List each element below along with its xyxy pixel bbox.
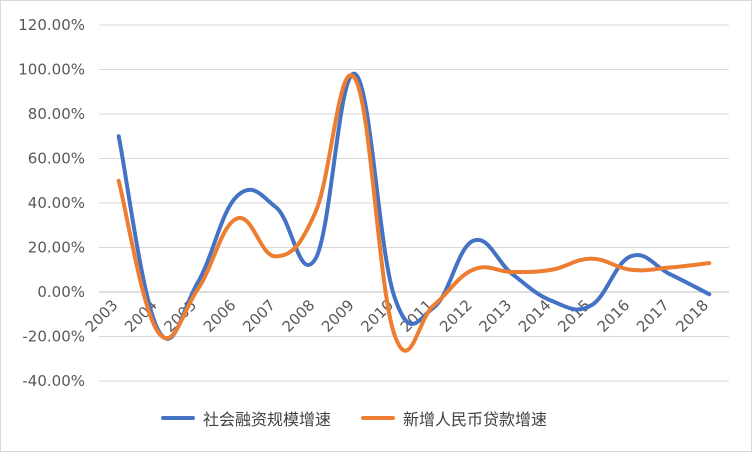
legend-label-new-loans: 新增人民币贷款增速	[403, 410, 548, 429]
x-tick-label: 2009	[318, 296, 358, 336]
y-tick-label: 20.00%	[28, 239, 85, 257]
x-tick-label: 2005	[161, 296, 201, 336]
x-tick-label: 2008	[279, 296, 319, 336]
x-tick-label: 2003	[82, 296, 122, 336]
x-tick-label: 2014	[515, 296, 555, 336]
y-axis-ticks: 120.00% 100.00% 80.00% 60.00% 40.00% 20.00% 0.…	[18, 16, 85, 390]
y-tick-label: 120.00%	[18, 16, 85, 34]
series-lines	[116, 71, 712, 353]
x-tick-label: 2012	[436, 296, 476, 336]
x-tick-label: 2017	[633, 296, 673, 336]
legend-swatch-orange	[361, 416, 396, 420]
x-tick-label: 2007	[239, 296, 279, 336]
y-tick-label: 40.00%	[28, 194, 85, 212]
x-tick-label: 2016	[594, 296, 634, 336]
legend-label-social-financing: 社会融资规模增速	[203, 410, 332, 429]
legend-swatch-blue	[161, 416, 195, 420]
y-tick-label: 60.00%	[28, 150, 85, 168]
series-line-new-loans	[116, 73, 712, 353]
x-tick-label: 2006	[200, 296, 240, 336]
legend: 社会融资规模增速 新增人民币贷款增速	[161, 406, 547, 430]
x-tick-label: 2018	[672, 296, 712, 336]
x-tick-label: 2013	[476, 296, 516, 336]
x-tick-label: 2015	[554, 296, 594, 336]
legend-item-new-loans: 新增人民币贷款增速	[361, 406, 547, 430]
y-tick-label: -40.00%	[22, 372, 85, 390]
y-tick-label: -20.00%	[22, 328, 85, 346]
gridlines	[99, 24, 729, 382]
y-tick-label: 80.00%	[28, 105, 85, 123]
y-tick-label: 0.00%	[37, 283, 85, 301]
y-tick-label: 100.00%	[18, 61, 85, 79]
legend-item-social-financing: 社会融资规模增速	[161, 406, 331, 430]
series-line-social-financing	[116, 71, 712, 341]
